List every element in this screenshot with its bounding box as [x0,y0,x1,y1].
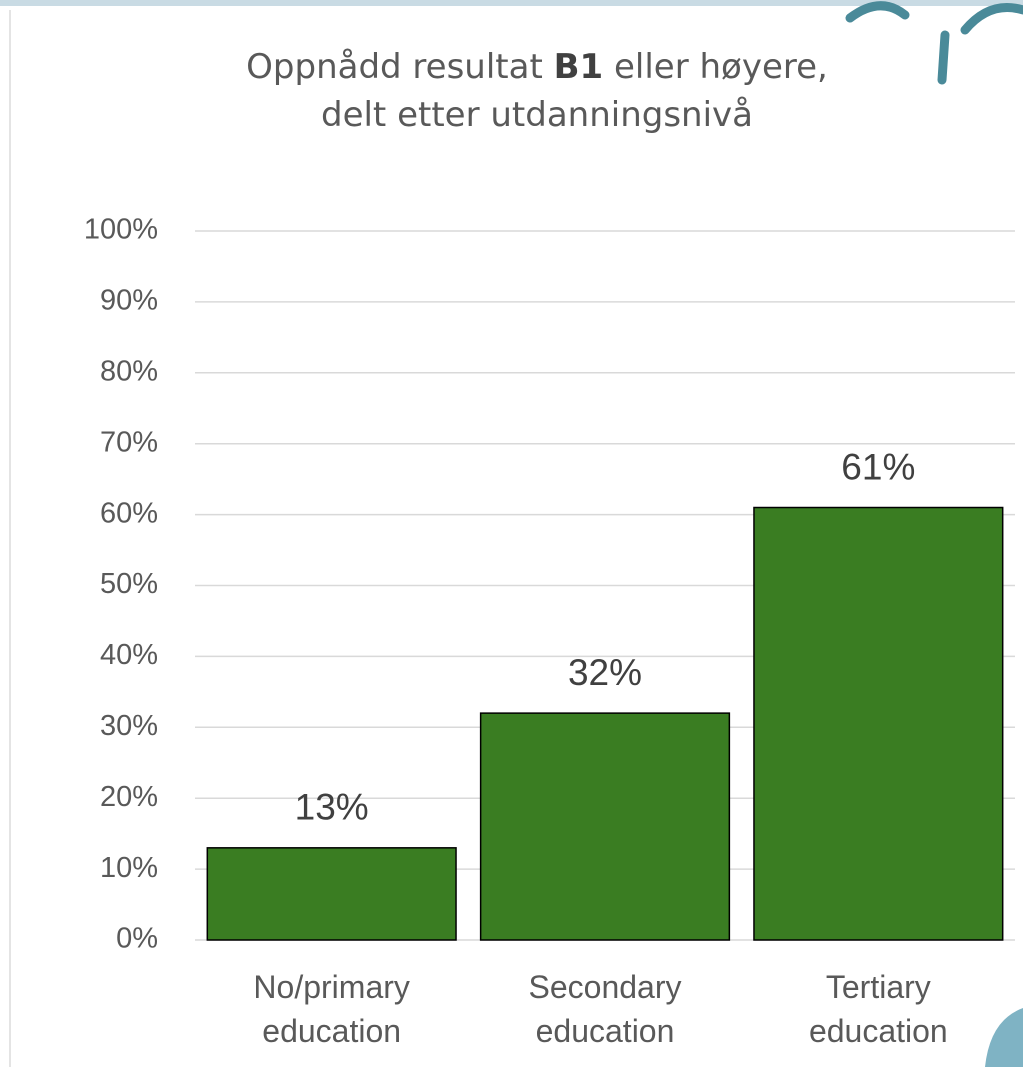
x-tick-line: Secondary [529,969,682,1005]
data-label: 32% [568,652,642,693]
x-tick-line: No/primary [253,969,409,1005]
bar [479,712,731,941]
y-tick-label: 50% [100,568,158,600]
chart-title: Oppnådd resultat B1 eller høyere, [246,47,828,87]
y-tick-label: 30% [100,710,158,742]
x-tick-label: No/primary education [253,969,409,1049]
y-tick-label: 40% [100,639,158,671]
y-tick-label: 90% [100,285,158,317]
x-tick-line: Tertiary [826,969,931,1005]
x-tick-line: education [262,1013,401,1049]
x-tick-label: Secondary education [529,969,682,1049]
chart-title: delt etter utdanningsnivå [321,95,753,135]
title-part: Oppnådd resultat [246,47,553,87]
top-border [0,0,1023,6]
y-tick-label: 100% [84,214,158,246]
title-part: delt etter utdanningsnivå [321,95,753,135]
y-tick-label: 10% [100,852,158,884]
data-label: 13% [295,787,369,828]
decoration [845,1,1023,85]
decoration [985,1008,1023,1067]
x-tick-line: education [809,1013,948,1049]
title-part: eller høyere, [603,47,828,87]
bar [753,506,1004,941]
y-tick-label: 70% [100,426,158,458]
y-tick-label: 0% [116,923,158,955]
title-bold: B1 [554,47,604,87]
y-tick-label: 60% [100,497,158,529]
bar [206,847,457,941]
y-tick-label: 80% [100,355,158,387]
y-tick-label: 20% [100,781,158,813]
x-tick-label: Tertiary education [809,969,948,1049]
x-tick-line: education [536,1013,675,1049]
data-label: 61% [841,446,915,487]
